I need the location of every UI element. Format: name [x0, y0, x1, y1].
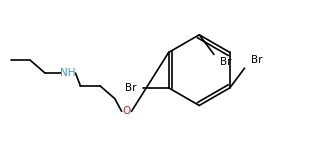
Text: NH: NH [60, 68, 75, 78]
Text: Br: Br [124, 83, 136, 93]
Text: Br: Br [220, 57, 232, 67]
Text: O: O [123, 106, 131, 116]
Text: Br: Br [251, 55, 262, 65]
